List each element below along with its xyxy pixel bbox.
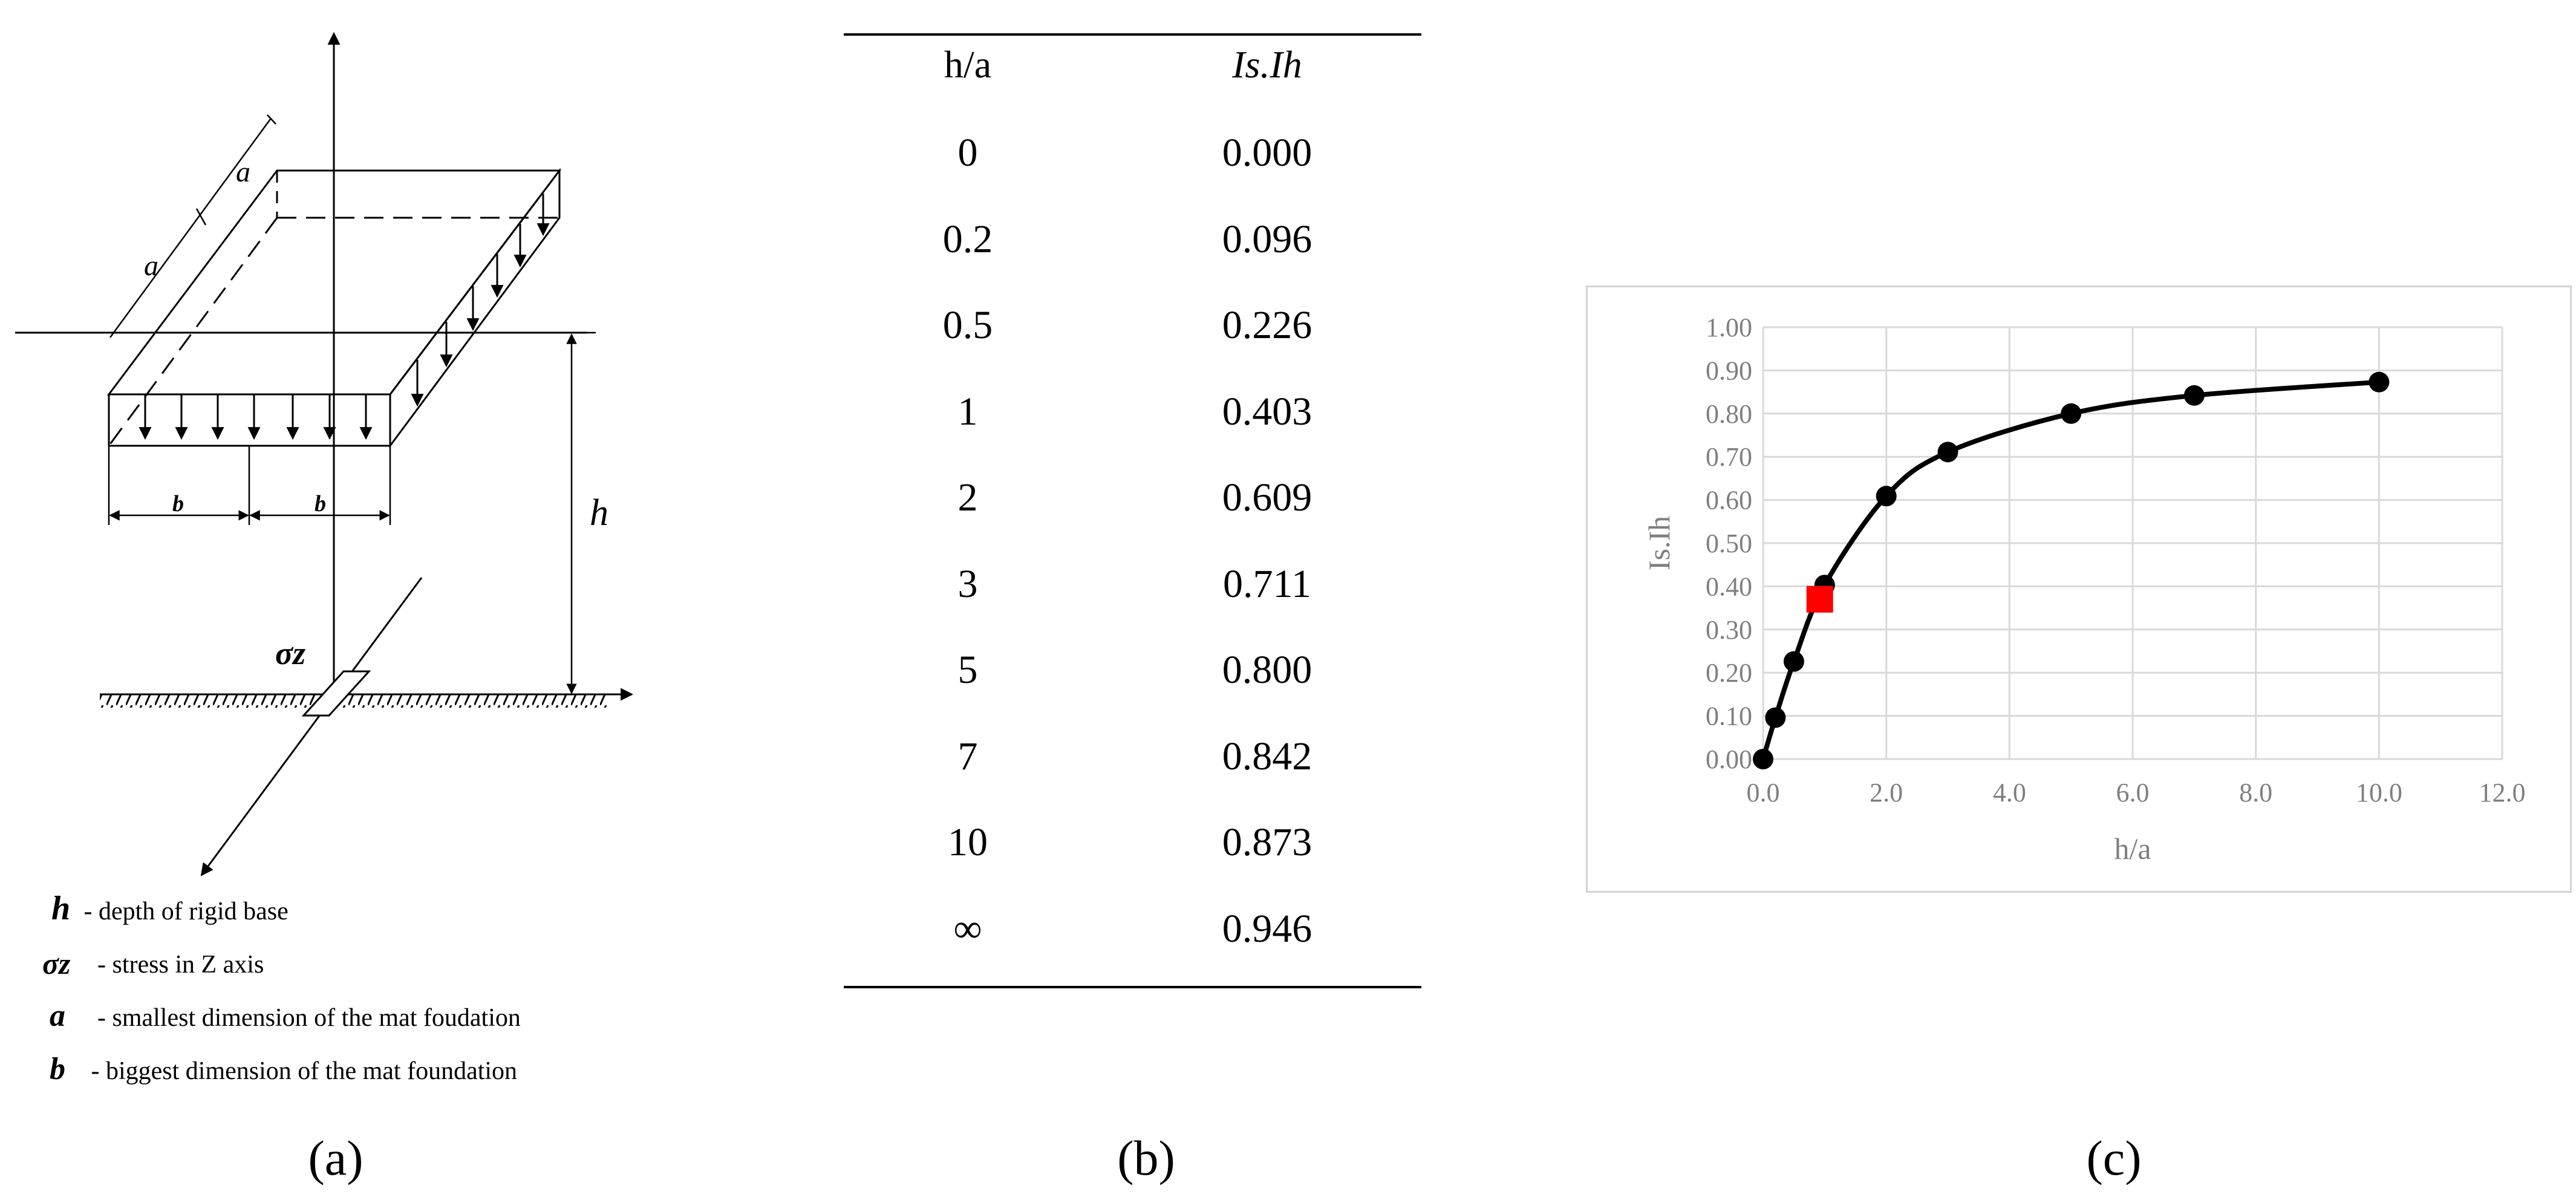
table-cell-isih: 0.226 (1222, 303, 1312, 347)
x-tick-label: 6.0 (2116, 778, 2150, 807)
legend-text-h: - depth of rigid base (77, 898, 289, 925)
data-point (1876, 486, 1897, 507)
table-bottom-rule (844, 986, 1421, 988)
sigma-z-label: σz (275, 635, 305, 671)
legend-symbol-sigma: σz (42, 947, 71, 980)
x-tick-label: 8.0 (2239, 778, 2272, 807)
x-tick-label: 4.0 (1993, 778, 2026, 807)
table-cell-ha: 2 (957, 475, 978, 520)
legend-text-b: - biggest dimension of the mat foundatio… (85, 1057, 517, 1085)
y-tick-label: 0.70 (1706, 442, 1752, 472)
dimension-a-tick (267, 114, 276, 125)
y-axis-title: Is.Ih (1642, 516, 1676, 570)
dimension-h-label: h (590, 492, 608, 533)
table-cell-ha: 3 (957, 561, 978, 606)
y-tick-label: 0.40 (1706, 572, 1752, 601)
table-cell-isih: 0.096 (1222, 217, 1312, 261)
stress-element (301, 670, 371, 717)
legend-text-sigma: - stress in Z axis (85, 951, 264, 979)
y-tick-label: 0.30 (1706, 615, 1752, 645)
table-cell-isih: 0.873 (1222, 820, 1312, 864)
y-tick-label: 1.00 (1706, 313, 1752, 342)
table-cell-isih: 0.711 (1222, 561, 1312, 606)
table-cell-ha: 0 (957, 131, 978, 175)
dimension-a-label: a (144, 250, 158, 282)
y-tick-label: 0.10 (1706, 702, 1752, 731)
y-tick-label: 0.60 (1706, 486, 1752, 515)
table-header-ha: h/a (944, 43, 992, 86)
side-load-arrows (411, 194, 550, 407)
sub-label-c: (c) (2086, 1130, 2142, 1185)
table-cell-ha: 10 (948, 820, 988, 864)
table-cell-isih: 0.000 (1222, 131, 1312, 175)
data-point (1783, 651, 1804, 672)
legend: h - depth of rigid base σz - stress in Z… (42, 890, 521, 1086)
y-tick-label: 0.00 (1706, 745, 1752, 774)
y-tick-label: 0.20 (1706, 658, 1752, 688)
x-axis-title: h/a (2114, 832, 2151, 866)
panel-a-diagram: a a b b h σz h - depth of rigid base σz … (0, 0, 786, 1197)
rigid-base-hatching (100, 694, 608, 708)
table-cell-ha: 7 (957, 734, 978, 778)
highlight-point (1806, 585, 1833, 613)
table-cell-ha: 5 (957, 648, 978, 692)
x-tick-label: 2.0 (1870, 778, 1903, 807)
x-tick-label: 12.0 (2479, 778, 2526, 807)
panel-c-chart: 0.00 0.10 0.20 0.30 0.40 0.50 0.60 0.70 0.80 0.90… (1482, 0, 2576, 1197)
legend-symbol-b: b (50, 1052, 65, 1086)
dimension-a-label: a (236, 156, 250, 188)
table-header-isih: Is.Ih (1232, 43, 1302, 86)
data-point (2369, 371, 2390, 393)
panel-b-table: h/a Is.Ih 0 0.000 0.2 0.096 0.5 0.226 1 0.403 2 0… (786, 0, 1482, 1197)
dimension-a-line (109, 119, 272, 338)
legend-symbol-a: a (50, 999, 65, 1033)
y-tick-label: 0.50 (1706, 529, 1752, 558)
x-tick-label: 10.0 (2356, 778, 2402, 807)
table-top-rule (844, 33, 1421, 36)
plate-front-face (108, 393, 391, 447)
dimension-b-label: b (172, 491, 184, 517)
table-cell-ha: 0.2 (942, 217, 993, 261)
data-point (1753, 749, 1773, 769)
legend-text-a: - smallest dimension of the mat foudatio… (85, 1004, 521, 1032)
influence-table: h/a Is.Ih 0 0.000 0.2 0.096 0.5 0.226 1 0.403 2 0… (844, 33, 1421, 989)
influence-factor-chart: 0.00 0.10 0.20 0.30 0.40 0.50 0.60 0.70 0.80 0.90… (1642, 313, 2526, 866)
sub-label-b: (b) (1117, 1130, 1175, 1185)
table-cell-isih: 0.946 (1222, 906, 1312, 951)
data-point (1937, 442, 1958, 463)
data-point (2061, 403, 2082, 424)
data-point (2183, 385, 2205, 406)
chart-frame: 0.00 0.10 0.20 0.30 0.40 0.50 0.60 0.70 0.80 0.90… (1586, 285, 2572, 893)
data-point (1765, 707, 1786, 728)
hidden-edge (108, 217, 278, 446)
sub-label-a: (a) (308, 1130, 364, 1185)
table-cell-isih: 0.403 (1222, 389, 1312, 434)
table-cell-ha: 0.5 (942, 303, 993, 347)
plate-right-face (389, 168, 561, 449)
front-load-arrows (139, 394, 373, 440)
dimension-a-tick (195, 208, 207, 226)
table-cell-isih: 0.800 (1222, 648, 1312, 692)
table-cell-ha: 1 (957, 389, 978, 434)
y-tick-label: 0.90 (1706, 356, 1752, 385)
series-line (1761, 379, 2379, 760)
dimension-b-label: b (315, 491, 326, 517)
table-cell-isih: 0.842 (1222, 734, 1312, 778)
table-cell-isih: 0.609 (1222, 475, 1312, 520)
y-axis-line (200, 577, 423, 876)
y-tick-label: 0.80 (1706, 399, 1752, 429)
x-tick-label: 0.0 (1747, 778, 1780, 807)
legend-symbol-h: h (51, 890, 70, 927)
mat-foundation-diagram: a a b b h σz h - depth of rigid base σz … (15, 31, 634, 1086)
table-cell-ha: ∞ (953, 906, 982, 951)
